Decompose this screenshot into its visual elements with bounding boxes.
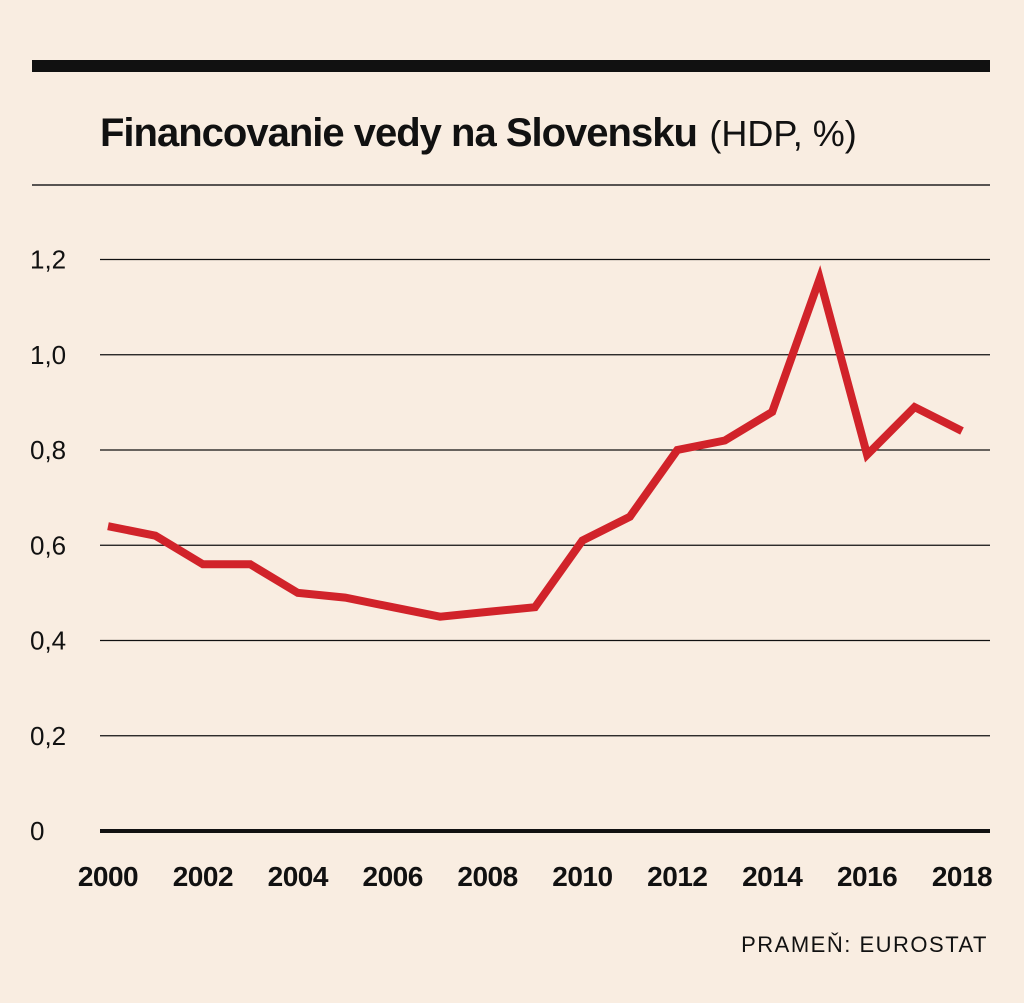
x-tick-label: 2016	[837, 861, 897, 892]
x-tick-label: 2010	[552, 861, 612, 892]
source-note: PRAMEŇ: EUROSTAT	[741, 932, 988, 957]
series-layer	[107, 265, 964, 621]
y-tick-label: 1,2	[30, 245, 66, 275]
x-tick-label: 2006	[363, 861, 423, 892]
x-tick-label: 2018	[932, 861, 992, 892]
y-tick-label: 0,8	[30, 435, 66, 465]
y-tick-label: 0,6	[30, 530, 66, 560]
y-tick-label: 0,4	[30, 626, 66, 656]
chart-title-main: Financovanie vedy na Slovensku	[100, 111, 697, 155]
x-tick-label: 2008	[457, 861, 517, 892]
x-axis-ticks: 2000 2002 2004 2006 2008 2010 2012 2014 2016 2018	[78, 861, 993, 892]
x-tick-label: 2014	[742, 861, 803, 892]
x-tick-label: 2000	[78, 861, 138, 892]
y-axis-ticks: 0 0,2 0,4 0,6 0,8 1,0 1,2	[30, 245, 66, 847]
chart-title: Financovanie vedy na Slovensku (HDP, %)	[100, 111, 857, 155]
top-rule	[32, 60, 990, 72]
chart-title-unit: (HDP, %)	[709, 113, 856, 154]
y-tick-label: 0	[30, 816, 44, 846]
x-tick-label: 2012	[647, 861, 707, 892]
x-tick-label: 2004	[268, 861, 329, 892]
x-tick-label: 2002	[173, 861, 233, 892]
y-tick-label: 1,0	[30, 340, 66, 370]
y-tick-label: 0,2	[30, 721, 66, 751]
